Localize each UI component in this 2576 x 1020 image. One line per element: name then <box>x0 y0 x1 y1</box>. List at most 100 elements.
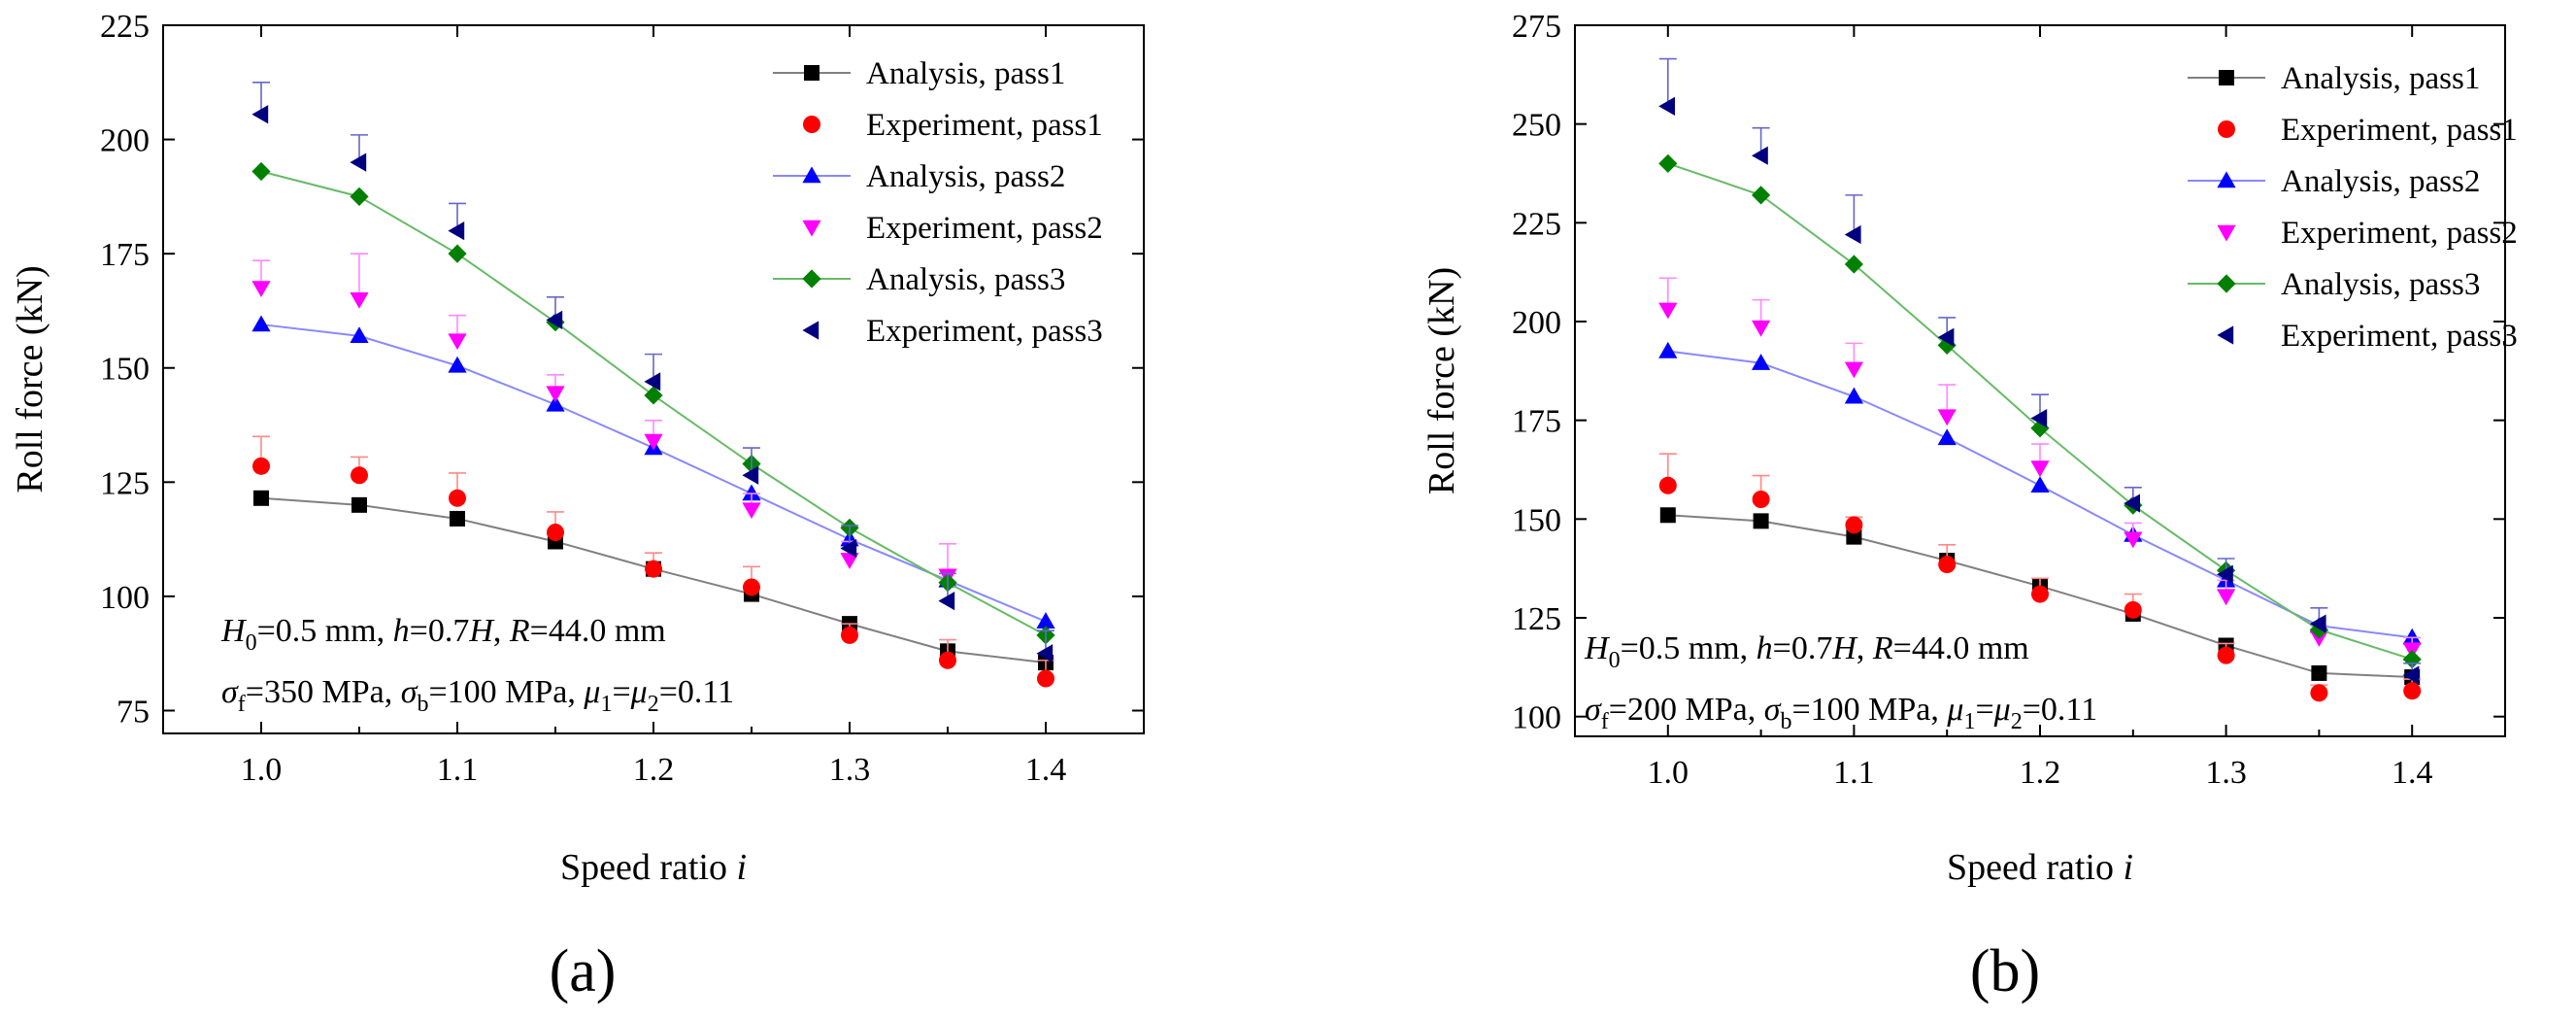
y-tick-label: 175 <box>1512 404 1561 440</box>
data-point <box>1844 255 1863 274</box>
data-point <box>1844 361 1863 379</box>
annotation-segment: μ <box>1993 692 2011 728</box>
data-point <box>2217 589 2236 606</box>
annotation-segment: =200 MPa, <box>1609 692 1764 728</box>
series-2 <box>1658 453 2422 702</box>
y-tick-label: 100 <box>100 580 150 616</box>
chart-panel-b: 1.0 1.1 1.2 1.3 1.4 100 125 150 175 200 225 250 275 S… <box>1422 9 2518 1004</box>
data-point <box>1844 387 1863 404</box>
annotation-segment: =100 MPa, <box>428 674 584 710</box>
data-point <box>2124 531 2143 549</box>
data-point <box>2402 665 2420 685</box>
data-point <box>1938 556 1957 574</box>
data-point <box>546 386 565 403</box>
x-tick-label: 1.1 <box>437 752 479 788</box>
annotation-segment: b <box>1780 709 1791 734</box>
data-point <box>2030 460 2050 478</box>
legend-marker <box>803 116 820 133</box>
legend-label: Experiment, pass1 <box>2281 113 2518 148</box>
y-tick-label: 200 <box>1512 305 1561 341</box>
annotation-segment: f <box>238 692 246 717</box>
data-point <box>1752 354 1771 370</box>
legend-label: Experiment, pass2 <box>2281 216 2518 251</box>
y-axis-title: Roll force (kN) <box>1422 267 1462 494</box>
x-axis-title-main: Speed ratio <box>1947 847 2124 888</box>
data-point <box>644 372 661 391</box>
data-point <box>448 221 465 241</box>
data-point <box>1937 335 1957 355</box>
data-point <box>1752 491 1770 508</box>
annotation-segment: =44.0 mm <box>1893 630 2029 666</box>
data-point <box>2310 684 2328 702</box>
annotation-segment: = <box>612 674 630 710</box>
legend-marker <box>802 166 821 184</box>
annotation-segment: σ <box>1585 692 1602 728</box>
data-point <box>2403 682 2422 700</box>
annotation-segment: R <box>509 613 530 649</box>
data-point <box>840 553 859 569</box>
data-point <box>1658 302 1678 320</box>
data-point <box>251 161 271 182</box>
x-axis-title-var: i <box>736 847 747 888</box>
data-point <box>1658 153 1678 173</box>
data-point <box>742 502 761 520</box>
data-point <box>1752 320 1771 337</box>
data-point <box>841 626 858 644</box>
annotation-segment: μ <box>583 674 600 710</box>
data-point <box>546 394 565 412</box>
data-point <box>448 244 467 263</box>
data-point <box>253 490 269 506</box>
y-axis-title: Roll force (kN) <box>10 265 50 493</box>
data-point <box>546 310 563 329</box>
data-point <box>251 105 269 124</box>
series-4 <box>251 253 957 586</box>
data-point <box>742 484 761 501</box>
x-tick-label: 1.4 <box>2392 755 2433 791</box>
data-point <box>449 489 466 507</box>
annotation-segment: 1 <box>600 692 612 717</box>
panel-label: (b) <box>1970 938 2040 1004</box>
annotation-segment: =0.11 <box>2023 692 2097 728</box>
data-point <box>251 315 271 332</box>
data-point <box>1752 146 1768 165</box>
data-point <box>448 356 467 373</box>
x-axis-title-var: i <box>2123 847 2133 888</box>
data-point <box>1752 186 1771 205</box>
x-tick-label: 1.1 <box>1833 755 1875 791</box>
annotation-segment: 2 <box>2011 709 2023 734</box>
annotation-segment: =0.7 <box>1773 630 1833 666</box>
annotation-segment: 2 <box>648 692 659 717</box>
annotation-segment: σ <box>401 674 418 710</box>
annotation-segment: h <box>393 613 410 649</box>
y-tick-label: 150 <box>1512 502 1561 538</box>
annotation-segment: H <box>1831 630 1858 666</box>
data-point <box>2402 628 2422 645</box>
y-tick-label: 250 <box>1512 108 1561 144</box>
series-6 <box>251 81 1054 663</box>
data-point <box>1937 327 1955 347</box>
annotation-segment: 1 <box>1963 709 1975 734</box>
annotation-segment: μ <box>630 674 648 710</box>
annotation-segment: f <box>1601 709 1609 734</box>
data-point <box>743 578 760 596</box>
annotation-segment: H <box>468 613 495 649</box>
annotation-segment: h <box>1756 630 1773 666</box>
annotation-segment: =0.5 mm, <box>1621 630 1756 666</box>
legend-marker <box>2218 120 2235 138</box>
y-tick-label: 75 <box>117 694 150 730</box>
data-point <box>2309 614 2326 633</box>
data-point <box>1036 644 1054 663</box>
series-5 <box>1658 153 2422 669</box>
x-axis-title-main: Speed ratio <box>560 847 737 888</box>
parameter-annotation: σf=200 MPa, σb=100 MPa, μ1=μ2=0.11 <box>1585 692 2097 734</box>
x-tick-label: 1.0 <box>241 752 283 788</box>
data-point <box>350 153 367 172</box>
x-tick-label: 1.3 <box>829 752 871 788</box>
legend-label: Experiment, pass3 <box>866 314 1103 349</box>
annotation-segment: =350 MPa, <box>246 674 401 710</box>
data-point <box>2030 476 2050 493</box>
legend-label: Analysis, pass3 <box>866 262 1065 297</box>
data-point <box>2217 564 2233 584</box>
parameter-annotation: σf=350 MPa, σb=100 MPa, μ1=μ2=0.11 <box>221 674 734 717</box>
data-point <box>2030 409 2048 428</box>
